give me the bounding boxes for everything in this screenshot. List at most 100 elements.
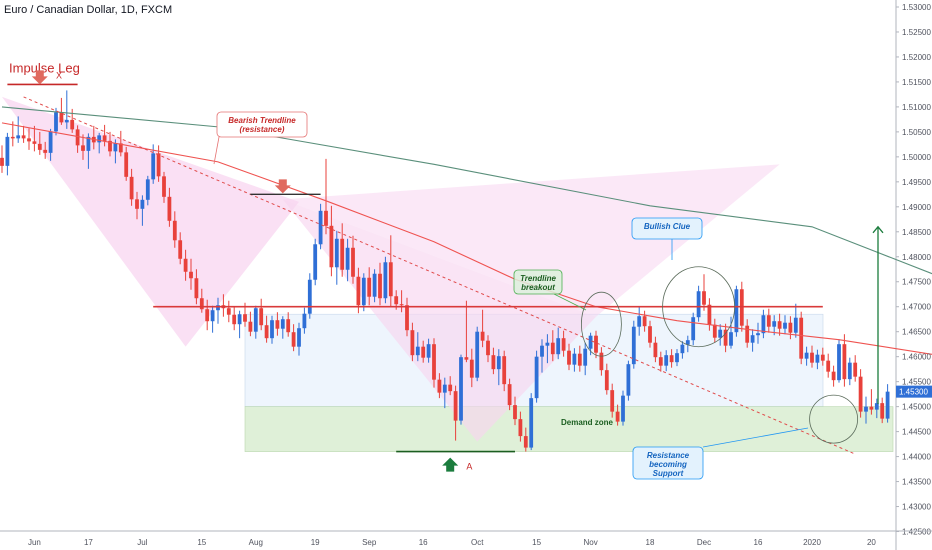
candle-body-down [59,112,64,123]
price-tick-label: 1.50000 [902,153,931,162]
down-arrow-icon [274,179,291,194]
candle-body-up [588,335,593,349]
candle-body-down [615,411,620,422]
candle-body-up [253,308,258,332]
candle-body-down [421,346,426,358]
candle-body-up [734,289,739,333]
time-tick-label: Oct [471,538,484,547]
candle-body-down [27,138,31,142]
candle-body-down [464,357,469,360]
candle-body-up [496,356,501,370]
candle-body-up [626,364,631,396]
price-tick-label: 1.49000 [902,203,931,212]
candle-body-up [675,353,679,363]
time-tick-label: 20 [867,538,876,547]
candle-body-up [529,398,534,448]
time-tick-label: Dec [697,538,711,547]
candle-body-down [162,176,166,197]
candle-body-up [680,344,685,354]
time-tick-label: Aug [249,538,263,547]
candle-body-up [540,345,544,357]
candle-body-down [432,344,436,380]
candle-body-down [788,322,793,333]
candle-body-down [70,119,75,130]
last-price-badge [896,385,932,398]
candle-body-down [243,314,247,322]
time-tick-label: 15 [197,538,206,547]
price-axis[interactable]: 1.53000 1.52500 1.52000 1.51500 1.51000 1.505… [896,3,932,537]
candle-body-down [248,321,253,332]
candle-body-up [415,346,420,356]
breakout-callout-box [513,269,563,295]
candle-body-up [847,362,852,380]
candle-body-down [653,342,658,358]
support-callout-pointer [702,427,809,448]
candle-body-up [237,314,242,325]
candle-body-down [21,135,26,139]
price-tick-label: 1.44500 [902,428,931,437]
time-tick-label: 16 [754,538,763,547]
candle-body-down [502,356,507,385]
candle-body-down [826,360,831,372]
candle-body-down [291,332,296,347]
candle-body-down [351,247,355,277]
candle-body-down [858,376,863,412]
candle-body-up [475,331,480,378]
candle-body-up [216,305,220,311]
candle-body-up [772,321,777,327]
candle-body-down [869,406,874,410]
candle-body-down [448,384,453,392]
price-tick-label: 1.50500 [902,128,931,137]
candle-body-down [480,331,485,341]
up-arrow-icon [442,457,459,472]
candle-body-down [594,335,598,353]
pattern-leg-bc [282,164,780,317]
chart-title: Euro / Canadian Dollar, 1D, FXCM [4,4,173,16]
last-price-label: 1.45300 [899,388,928,397]
time-axis[interactable]: Jun 17 Jul 15 Aug 19 Sep 16 Oct 15 Nov 18 Dec 16 2020 2… [0,530,932,547]
support-callout-text: Support [653,469,684,478]
pattern-leg-xa [2,96,299,347]
candle-body-down [199,298,204,310]
candle-body-up [426,344,431,358]
point-x-label: X [56,70,62,80]
candle-body-down [10,136,15,139]
candle-body-down [831,371,836,381]
candle-body-up [5,136,10,166]
bullish-callout-text: Bullish Clue [644,222,691,231]
pattern-leg-ab [282,199,596,442]
candle-body-down [658,357,663,366]
candle-body-down [156,153,161,177]
price-tick-label: 1.46000 [902,353,931,362]
candle-body-down [810,352,814,363]
candle-body-down [853,362,858,377]
candle-body-down [275,320,280,329]
candle-body-up [837,344,841,381]
candle-body-up [815,354,820,363]
candle-body-down [469,359,474,378]
time-tick-label: 18 [646,538,655,547]
price-tick-label: 1.47500 [902,278,931,287]
candle-body-down [205,309,210,322]
point-a-label: A [466,462,472,472]
time-tick-label: Sep [362,538,377,547]
candle-body-down [178,240,183,259]
candle-body-down [777,321,782,329]
demand-zone-label: Demand zone [561,418,614,427]
candle-body-up [345,247,350,270]
candle-body-down [880,403,885,419]
price-tick-label: 1.46500 [902,328,931,337]
candle-body-up [64,119,69,123]
candle-body-down [226,308,231,315]
candle-body-up [864,406,868,412]
candle-body-down [367,277,372,297]
candle-body-up [270,320,274,339]
candle-body-down [491,355,496,370]
candle-body-up [307,279,312,314]
candle-body-down [37,143,42,150]
candle-body-up [297,328,301,347]
price-tick-label: 1.52000 [902,53,931,62]
candle-body-down [118,143,123,153]
candle-body-down [604,370,609,391]
